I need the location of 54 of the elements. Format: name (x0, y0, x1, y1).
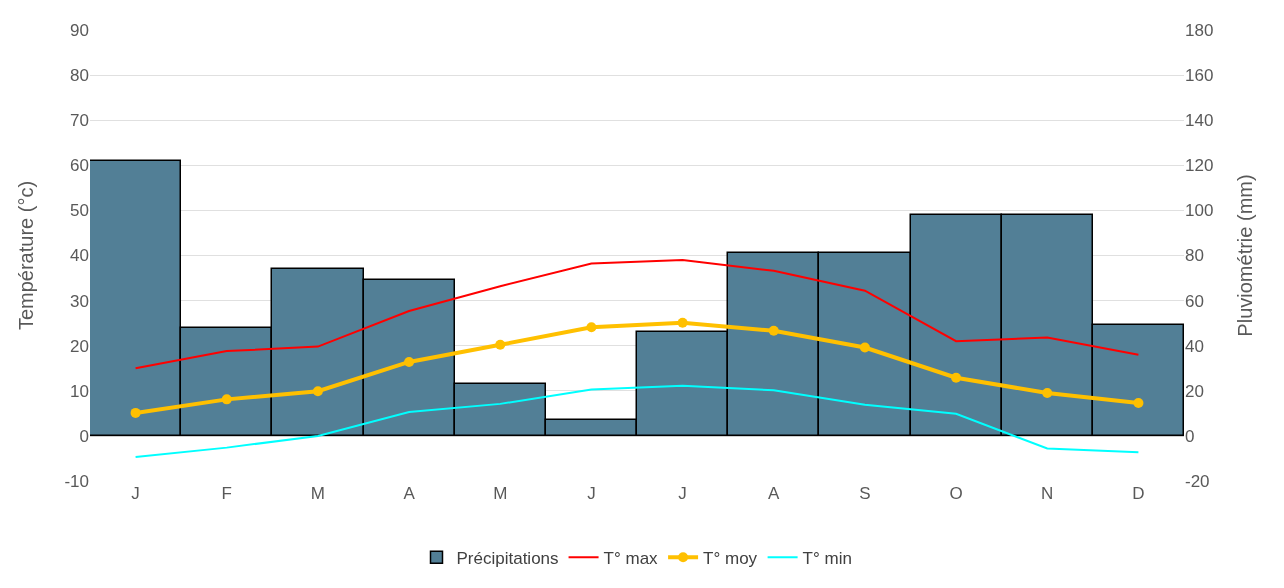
x-tick-label: D (1132, 484, 1145, 503)
x-tick-label: O (949, 484, 963, 503)
x-tick-label: J (587, 484, 596, 503)
point (677, 317, 688, 328)
x-tick-label: A (768, 484, 781, 503)
y2-tick-label: 140 (1185, 111, 1214, 131)
x-tick-label: A (403, 484, 416, 503)
point (859, 342, 870, 353)
y-tick-label: 20 (70, 336, 89, 356)
point (221, 394, 232, 405)
y2-tick-label: 180 (1185, 20, 1214, 40)
y-tick-label: 30 (70, 291, 89, 311)
y2-tick-label: 120 (1185, 156, 1214, 176)
y-tick-label: 10 (70, 381, 89, 401)
point (1133, 397, 1144, 408)
y2-tick-label: 80 (1185, 246, 1204, 266)
point (404, 356, 415, 367)
y2-axis-title: Pluviométrie (mm) (1233, 174, 1256, 337)
legend-label: T° max (603, 548, 659, 568)
point (312, 386, 323, 397)
y-tick-label: 50 (70, 201, 89, 221)
y-tick-label: -10 (64, 471, 89, 491)
y2-tick-label: 0 (1185, 426, 1195, 446)
y-tick-label: 40 (70, 246, 89, 266)
point (1042, 388, 1053, 399)
y-tick-label: 0 (79, 426, 89, 446)
y2-tick-label: -20 (1185, 471, 1210, 491)
y2-tick-label: 100 (1185, 201, 1214, 221)
x-tick-label: M (310, 484, 326, 503)
y-tick-label: 90 (70, 20, 89, 40)
point (586, 322, 597, 333)
x-tick-label: J (678, 484, 687, 503)
y2-tick-label: 60 (1185, 291, 1204, 311)
x-tick-label: M (493, 484, 508, 503)
legend-label: T° moy (703, 548, 758, 568)
x-tick-label: J (131, 484, 140, 503)
x-tick-label: S (859, 484, 871, 503)
point (495, 339, 506, 350)
y-axis-title: Température (°c) (14, 180, 37, 331)
y2-tick-label: 40 (1185, 336, 1204, 356)
line-series (134, 259, 1140, 370)
point (130, 407, 141, 418)
y-tick-label: 60 (70, 156, 89, 176)
point (951, 372, 962, 383)
y-tick-label: 80 (70, 66, 89, 86)
y2-tick-label: 20 (1185, 381, 1204, 401)
x-tick-label: F (221, 484, 232, 503)
y-tick-label: 70 (70, 111, 89, 131)
legend-label: T° min (802, 548, 852, 568)
y2-tick-label: 160 (1185, 66, 1214, 86)
point (768, 325, 779, 336)
legend-label: Précipitations (456, 548, 559, 568)
line-series (134, 384, 1140, 459)
x-tick-label: N (1041, 484, 1054, 503)
